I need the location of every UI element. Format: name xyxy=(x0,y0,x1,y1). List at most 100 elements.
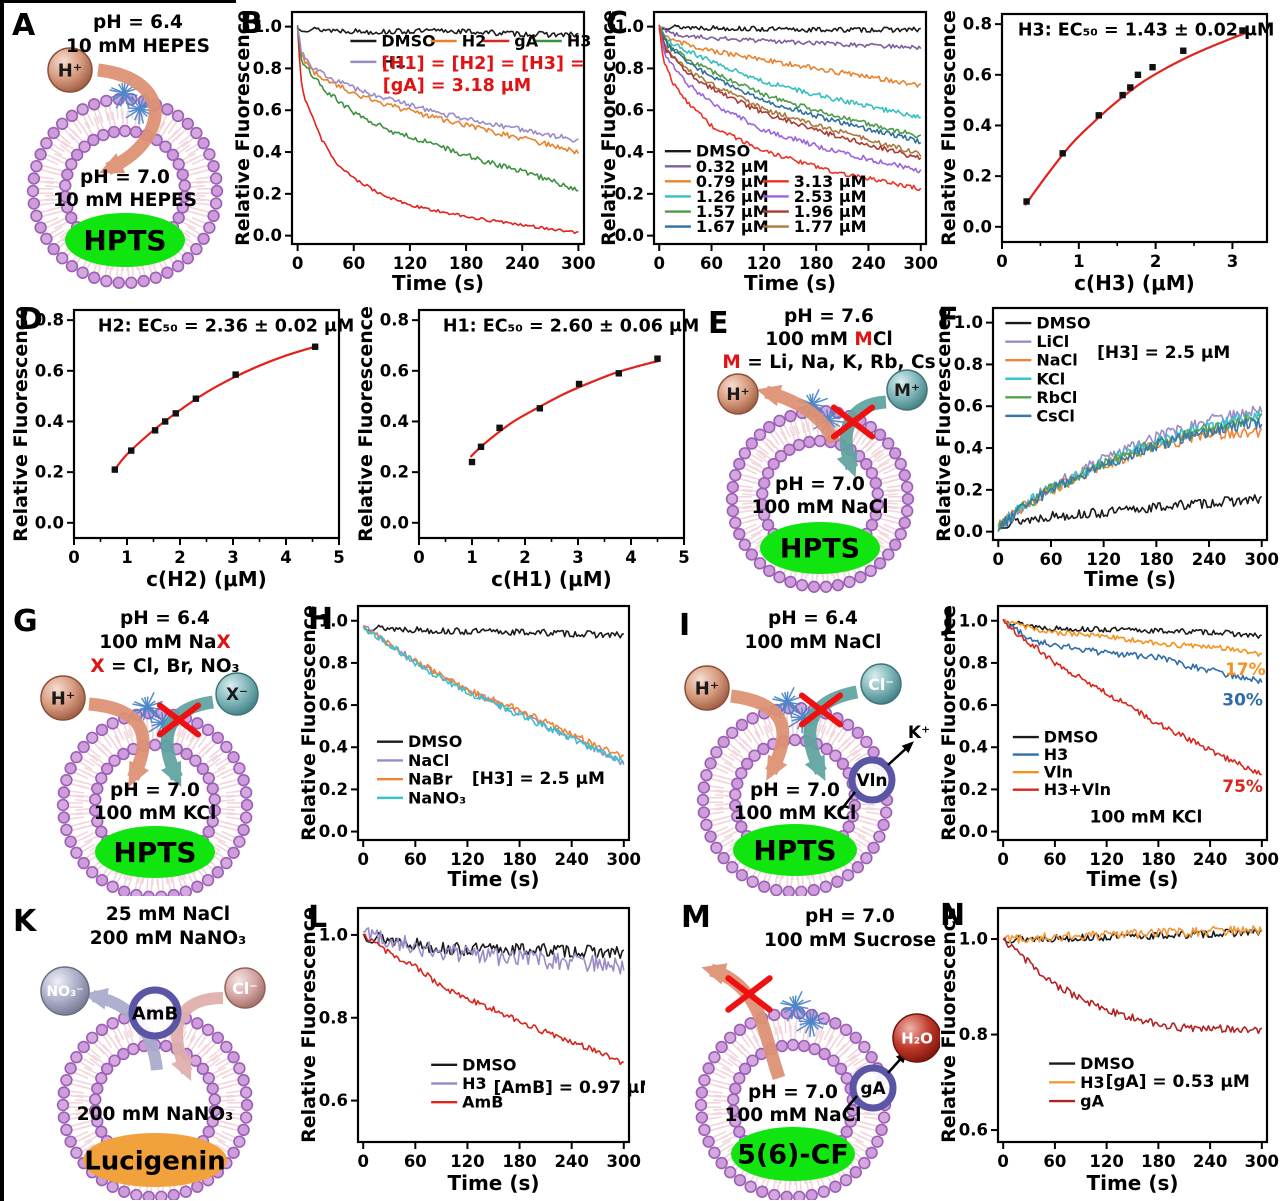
lipid-head xyxy=(117,1185,131,1198)
lipid-head xyxy=(70,750,83,764)
lipid-head xyxy=(65,109,79,123)
lipid-head xyxy=(197,136,210,150)
lipid-head xyxy=(873,830,886,843)
lipid-head xyxy=(60,1123,73,1137)
lipid-head xyxy=(797,1039,811,1053)
svg-text:1.0: 1.0 xyxy=(954,313,983,332)
svg-text:0: 0 xyxy=(993,550,1004,569)
svg-text:120: 120 xyxy=(1089,1152,1123,1171)
lipid-head xyxy=(189,754,202,767)
lipid-head xyxy=(873,428,887,441)
lipid-head xyxy=(148,738,162,752)
svg-text:c(H3) (μM): c(H3) (μM) xyxy=(1074,271,1195,295)
lipid-head xyxy=(65,158,78,171)
lipid-head xyxy=(733,1125,746,1138)
svg-text:Time (s): Time (s) xyxy=(447,1171,539,1195)
svg-text:120: 120 xyxy=(450,1152,484,1171)
lipid-head xyxy=(733,457,746,471)
svg-text:0.2: 0.2 xyxy=(380,463,409,482)
svg-text:120: 120 xyxy=(1086,550,1120,569)
left-edge-bar xyxy=(0,0,4,1201)
svg-text:H2: H2 xyxy=(462,32,487,51)
lipid-head xyxy=(142,890,155,896)
data-point xyxy=(1239,27,1246,34)
panel-I: I Vln K⁺ H⁺ Cl⁻ HPTS pH = 7.0 100 mM KCl pH = 6.… xyxy=(645,598,940,896)
svg-text:DMSO: DMSO xyxy=(408,732,462,751)
lipid-head xyxy=(753,557,767,570)
lipid-head xyxy=(112,276,125,289)
lipid-head xyxy=(65,259,79,273)
svg-text:0.6: 0.6 xyxy=(35,361,64,380)
svg-text:DMSO: DMSO xyxy=(1080,1054,1134,1073)
panel-letter-B: B xyxy=(240,6,263,41)
svg-text:180: 180 xyxy=(1141,1152,1175,1171)
lipid-head xyxy=(788,733,802,747)
lipid-head xyxy=(239,1111,253,1124)
series-0.32 μM xyxy=(658,25,922,51)
transport-arrow xyxy=(730,689,790,781)
dye-ellipse xyxy=(95,826,215,878)
diagram-caption: M = Li, Na, K, Rb, Cs xyxy=(722,352,935,373)
lipid-head xyxy=(211,731,224,744)
lipid-head xyxy=(865,466,879,480)
lipid-head xyxy=(91,1082,104,1095)
lipid-head xyxy=(827,1054,840,1067)
channel-icon xyxy=(827,412,836,421)
lipid-head xyxy=(704,757,717,770)
svg-text:0.4: 0.4 xyxy=(959,738,988,757)
lipid-head xyxy=(86,731,99,744)
svg-text:1.0: 1.0 xyxy=(615,17,644,36)
ion-sphere xyxy=(40,966,90,1016)
svg-text:0: 0 xyxy=(413,548,424,567)
lipid-head xyxy=(695,1086,709,1099)
plot-frame xyxy=(652,10,928,246)
svg-text:300: 300 xyxy=(904,254,938,273)
lipid-head xyxy=(181,252,194,265)
channel-icon xyxy=(810,1008,816,1023)
lipid-head xyxy=(209,197,223,210)
svg-text:KCl: KCl xyxy=(1036,369,1065,388)
lipid-head xyxy=(167,888,180,896)
lipid-head xyxy=(106,1017,119,1030)
lipid-head xyxy=(206,1115,219,1128)
svg-text:200 mM NaNO₃: 200 mM NaNO₃ xyxy=(77,1104,233,1125)
lipid-head xyxy=(95,1072,108,1085)
diagram-caption: 25 mM NaCl xyxy=(106,904,230,925)
lipid-head xyxy=(180,747,193,761)
svg-text:0.0: 0.0 xyxy=(319,822,348,841)
lipid-head xyxy=(860,457,873,471)
channel-icon xyxy=(146,706,153,722)
svg-text:0: 0 xyxy=(292,254,303,273)
series-H3 xyxy=(296,25,579,192)
svg-text:100 mM KCl: 100 mM KCl xyxy=(94,803,217,824)
blocked-cross-icon xyxy=(830,404,876,440)
lipid-head xyxy=(159,1039,173,1053)
lipid-head xyxy=(197,232,210,246)
svg-text:240: 240 xyxy=(1193,1152,1227,1171)
lipid-head xyxy=(784,575,797,589)
lipid-head xyxy=(729,788,742,801)
panel-B: B 0 60 120 180 240 300 0.0 0.2 0.4 0.6 0.8 1.0 Time (… xyxy=(234,4,600,298)
svg-text:0.8: 0.8 xyxy=(253,59,282,78)
svg-text:H₂O: H₂O xyxy=(901,1029,933,1047)
lipid-head xyxy=(161,266,174,279)
svg-text:60: 60 xyxy=(1043,1152,1066,1171)
data-point xyxy=(496,424,503,431)
svg-text:pH = 7.0: pH = 7.0 xyxy=(775,474,865,495)
transport-arrow xyxy=(88,697,150,787)
lipid-head xyxy=(842,820,855,833)
lipid-head xyxy=(47,126,60,140)
lipid-head xyxy=(735,718,749,732)
svg-text:0.6: 0.6 xyxy=(380,361,409,380)
dye-ellipse xyxy=(83,1133,227,1187)
data-point xyxy=(128,447,135,454)
lipid-head xyxy=(77,740,90,754)
chart-C: 0 60 120 180 240 300 0.0 0.2 0.4 0.6 0.8 1.0 Time (s… xyxy=(600,10,938,295)
lipid-head xyxy=(755,1185,769,1198)
svg-text:0.8: 0.8 xyxy=(380,311,409,330)
lipid-head xyxy=(27,197,41,210)
series-RbCl xyxy=(997,412,1263,533)
svg-text:1.77 μM: 1.77 μM xyxy=(794,217,867,236)
lipid-head xyxy=(34,148,47,161)
svg-text:0.4: 0.4 xyxy=(319,738,348,757)
